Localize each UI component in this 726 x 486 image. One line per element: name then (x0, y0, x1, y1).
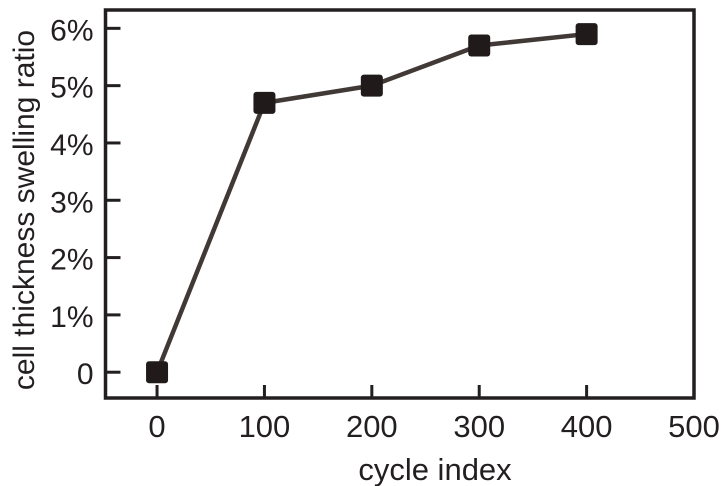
x-tick-label: 500 (668, 409, 720, 444)
data-point (575, 23, 598, 46)
data-point (468, 34, 491, 57)
x-tick-label: 200 (346, 409, 398, 444)
x-tick-label: 100 (239, 409, 291, 444)
plot-frame (103, 8, 696, 400)
y-tick-label: 3% (50, 186, 93, 219)
x-tick-label: 300 (453, 409, 505, 444)
y-tick-label: 1% (50, 301, 93, 334)
x-tick-label: 0 (148, 409, 165, 444)
y-axis-title: cell thickness swelling ratio (8, 29, 41, 391)
data-point (253, 91, 276, 114)
x-tick-label: 400 (561, 409, 613, 444)
x-axis-title: cycle index (358, 452, 512, 486)
y-tick-label: 0 (77, 358, 94, 391)
data-point (360, 74, 383, 97)
y-tick-label: 2% (50, 244, 93, 277)
data-point (146, 361, 169, 384)
y-tick-label: 5% (50, 72, 93, 105)
y-tick-label: 6% (50, 14, 93, 47)
y-tick-label: 4% (50, 129, 93, 162)
